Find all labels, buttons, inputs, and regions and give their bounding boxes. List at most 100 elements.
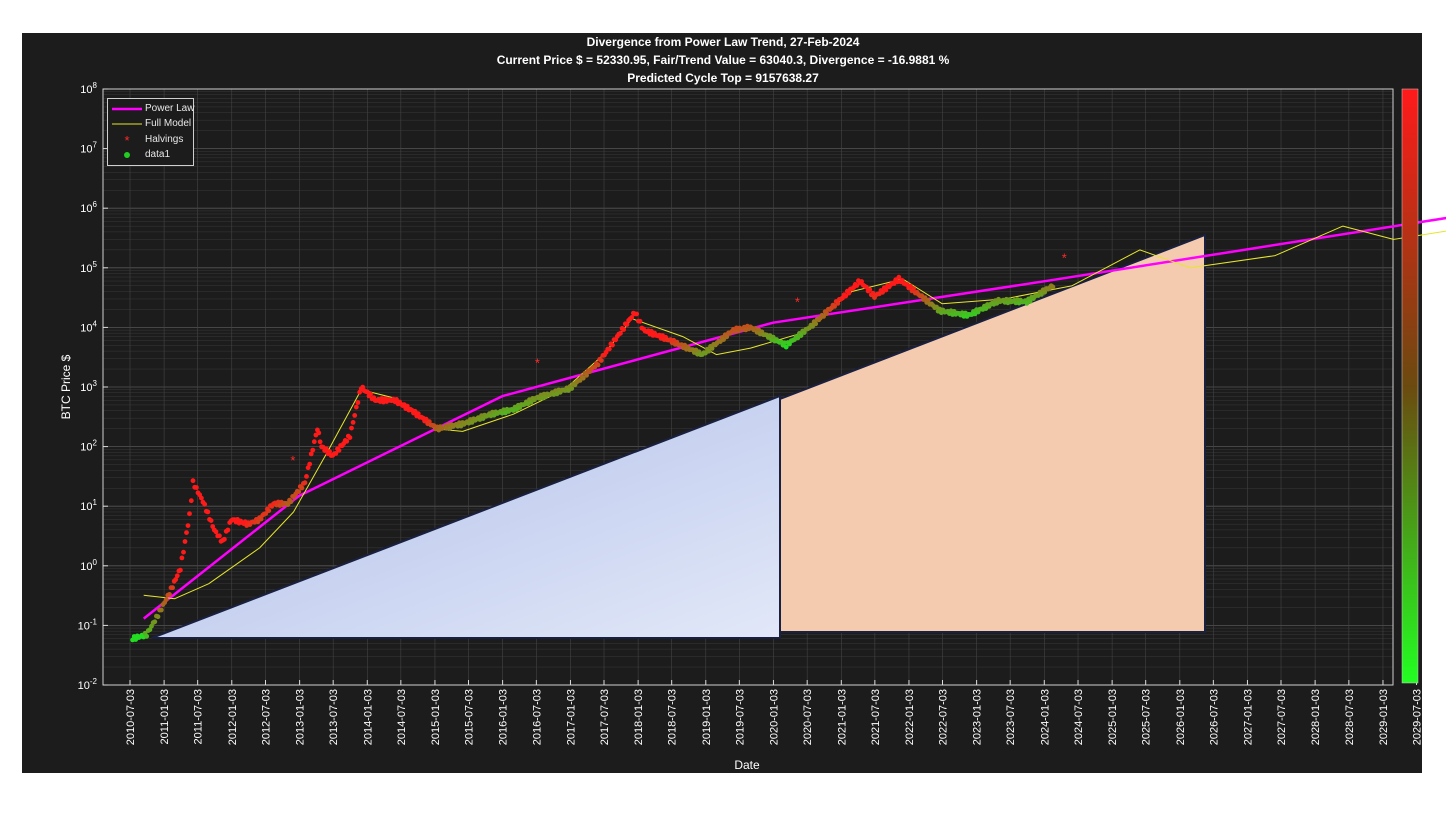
data-point	[618, 330, 623, 336]
y-tick-exponent: 3	[93, 379, 98, 388]
data-point	[832, 304, 837, 309]
data-point	[299, 485, 305, 491]
data-point	[144, 633, 150, 639]
axes: 10-210-11001011021031041051061071082010-…	[78, 81, 1446, 745]
data-point	[174, 573, 180, 579]
x-tick-label: 2013-07-03	[328, 689, 340, 745]
y-tick-exponent: 7	[93, 141, 98, 150]
data-point	[202, 501, 208, 507]
data-point	[263, 511, 269, 516]
data-point	[922, 295, 928, 300]
chart-subtitle-prices: Current Price $ = 52330.95, Fair/Trend V…	[496, 53, 950, 67]
x-tick-label: 2026-07-03	[1208, 689, 1220, 745]
x-tick-label: 2012-07-03	[261, 689, 273, 745]
data-point	[896, 274, 902, 280]
power-law-line-icon	[112, 107, 142, 111]
data-point	[368, 391, 373, 397]
data-point	[310, 447, 316, 453]
data-point	[344, 438, 350, 444]
legend-item-full-model: Full Model	[108, 117, 193, 131]
x-tick-label: 2022-07-03	[938, 689, 950, 745]
x-tick-label: 2020-01-03	[768, 689, 780, 745]
legend-label: Halvings	[145, 134, 184, 145]
data-point	[859, 279, 864, 284]
x-tick-label: 2028-01-03	[1310, 689, 1322, 745]
data-point	[190, 478, 196, 484]
data-point	[255, 519, 261, 525]
legend-item-halvings: * Halvings	[108, 133, 193, 147]
x-tick-label: 2029-01-03	[1378, 689, 1390, 745]
x-tick-label: 2017-07-03	[599, 689, 611, 745]
y-tick-exponent: 1	[93, 498, 98, 507]
data-point	[911, 286, 916, 292]
x-tick-label: 2016-01-03	[498, 689, 510, 745]
data-point	[404, 403, 410, 409]
legend-label: Full Model	[145, 118, 192, 129]
y-tick-base: 10	[80, 382, 92, 394]
data-point	[355, 400, 361, 405]
x-tick-label: 2021-07-03	[870, 689, 882, 745]
data-point	[798, 333, 804, 338]
halving-marker: *	[795, 295, 800, 310]
y-tick-exponent: -2	[90, 677, 98, 686]
y-tick-exponent: 8	[93, 81, 98, 90]
data-point	[304, 474, 309, 479]
data-point	[724, 334, 730, 340]
data-point	[185, 523, 191, 528]
data-point	[317, 439, 323, 445]
x-tick-label: 2022-01-03	[904, 689, 916, 745]
chart-title: Divergence from Power Law Trend, 27-Feb-…	[586, 35, 860, 49]
data-point	[854, 283, 860, 288]
y-tick-label: 100	[80, 558, 97, 573]
data-point	[595, 362, 601, 368]
data-point	[179, 555, 185, 561]
data-point	[824, 311, 830, 316]
x-tick-label: 2015-01-03	[430, 689, 442, 745]
x-tick-label: 2019-01-03	[701, 689, 713, 745]
x-tick-label: 2013-01-03	[295, 689, 307, 745]
data-point	[598, 358, 604, 363]
data-point	[225, 527, 231, 533]
y-tick-label: 103	[80, 379, 97, 394]
x-tick-label: 2024-07-03	[1073, 689, 1085, 745]
y-tick-label: 101	[80, 498, 97, 513]
y-tick-exponent: -1	[90, 617, 98, 626]
data-point	[569, 386, 575, 391]
y-tick-base: 10	[80, 322, 92, 334]
data-point	[883, 287, 889, 293]
x-tick-label: 2016-07-03	[531, 689, 543, 745]
chart-subtitle-cycle-top: Predicted Cycle Top = 9157638.27	[627, 71, 819, 85]
y-tick-base: 10	[80, 84, 92, 96]
blue-triangle-overlay	[151, 394, 781, 639]
y-tick-exponent: 0	[93, 558, 98, 567]
x-tick-label: 2020-07-03	[802, 689, 814, 745]
data-point	[187, 511, 192, 517]
x-tick-label: 2011-07-03	[193, 689, 205, 744]
data-point	[213, 529, 219, 535]
x-tick-label: 2028-07-03	[1344, 689, 1356, 745]
data-point	[584, 372, 589, 378]
data-point	[783, 344, 789, 350]
y-tick-exponent: 2	[93, 439, 98, 448]
x-tick-label: 2024-01-03	[1039, 689, 1051, 745]
legend-item-power-law: Power Law	[108, 102, 194, 116]
data-point	[285, 502, 291, 508]
x-axis-label: Date	[734, 758, 760, 772]
data-point	[347, 435, 353, 440]
data-point	[353, 404, 359, 410]
data-point	[205, 509, 211, 515]
y-tick-label: 105	[80, 260, 97, 275]
data-point	[323, 446, 329, 452]
dot-marker-icon	[124, 152, 130, 158]
y-tick-exponent: 5	[93, 260, 98, 269]
data-point	[302, 480, 308, 486]
x-tick-label: 2014-01-03	[362, 689, 374, 745]
data-point	[199, 495, 204, 501]
data-point	[167, 592, 172, 597]
x-tick-label: 2023-07-03	[1005, 689, 1017, 745]
x-tick-label: 2010-07-03	[125, 689, 137, 745]
y-tick-label: 108	[80, 81, 97, 96]
x-tick-label: 2029-07-03	[1412, 689, 1424, 745]
y-tick-base: 10	[78, 620, 90, 632]
data-point	[352, 413, 358, 418]
